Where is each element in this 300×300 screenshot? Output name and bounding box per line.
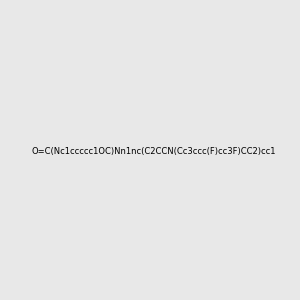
Text: O=C(Nc1ccccc1OC)Nn1nc(C2CCN(Cc3ccc(F)cc3F)CC2)cc1: O=C(Nc1ccccc1OC)Nn1nc(C2CCN(Cc3ccc(F)cc3… <box>32 147 276 156</box>
